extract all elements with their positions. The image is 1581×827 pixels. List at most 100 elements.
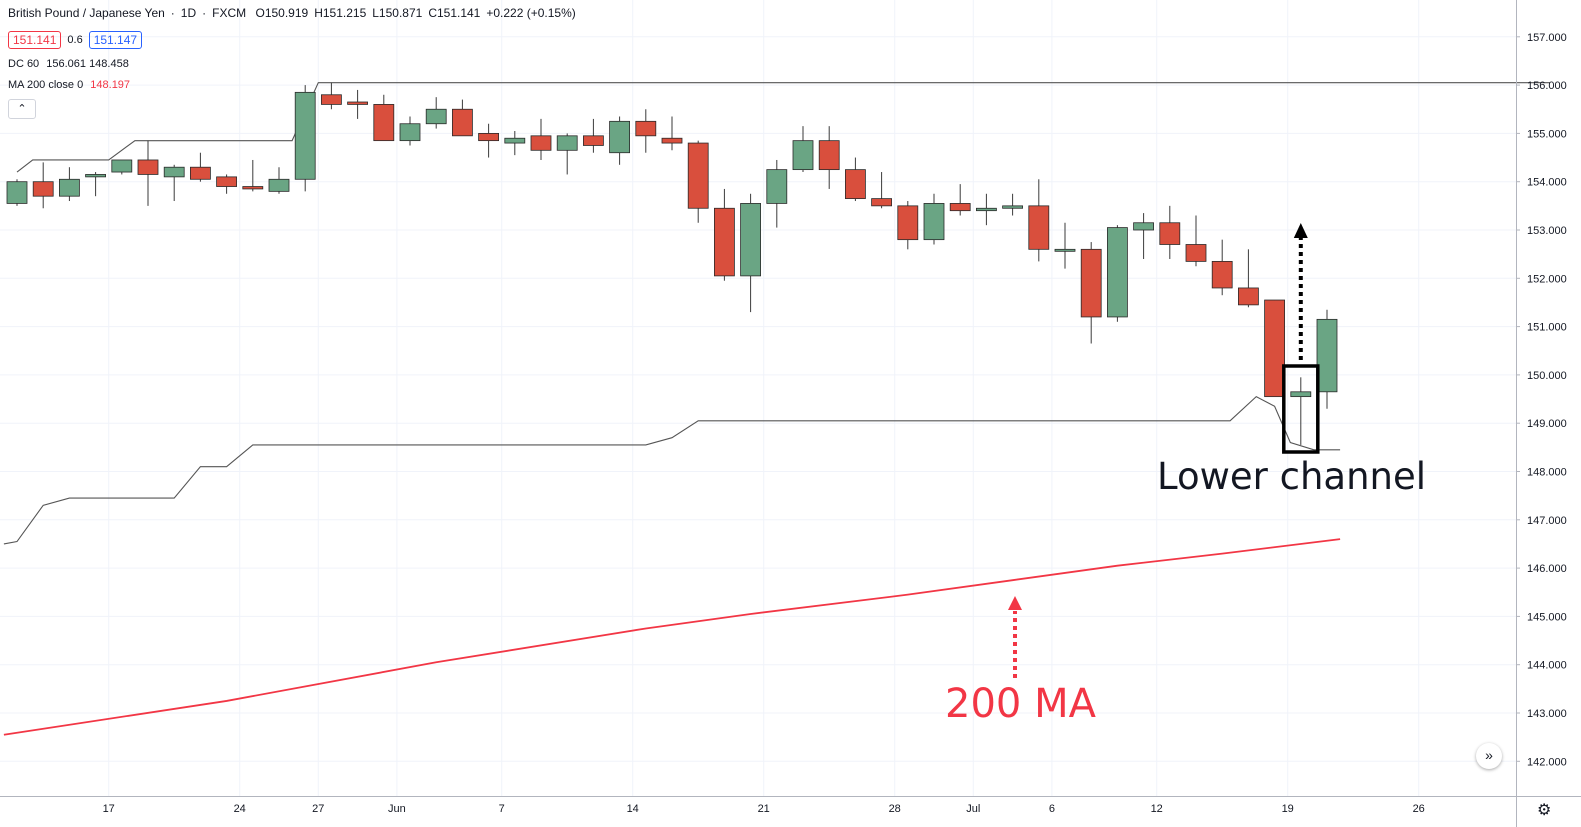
candle-body	[347, 101, 369, 105]
x-tick-label: 6	[1049, 803, 1055, 815]
candle-body	[478, 132, 500, 142]
candle-body	[530, 135, 552, 151]
y-tick-label: 154.000	[1527, 177, 1567, 189]
y-tick-label: 151.000	[1527, 322, 1567, 334]
candle	[1211, 239, 1233, 296]
candle-body	[1159, 222, 1181, 245]
x-tick-label: 28	[889, 803, 901, 815]
candle	[530, 118, 552, 160]
ohlc-change: +0.222 (+0.15%)	[486, 6, 576, 20]
candle	[451, 99, 473, 137]
buy-price-button[interactable]: 151.147	[88, 31, 143, 49]
candle-body	[189, 166, 211, 180]
bid-ask-row: 151.141 0.6 151.147	[8, 31, 143, 49]
ohlc-high: H151.215	[314, 6, 367, 20]
interval[interactable]: 1D	[180, 6, 197, 20]
candle-body	[871, 198, 892, 207]
x-tick-label: 14	[627, 803, 639, 815]
candle-body	[111, 159, 133, 173]
indicator-dc-label: DC 60	[8, 58, 40, 70]
ohlc-close: C151.141	[428, 6, 481, 20]
candle	[897, 201, 919, 250]
candle	[478, 123, 500, 158]
candle	[1080, 242, 1102, 344]
candle	[556, 133, 578, 175]
double-chevron-right-icon: »	[1485, 747, 1493, 763]
candle-body	[163, 166, 185, 178]
candle-body	[1080, 248, 1102, 318]
candle	[609, 116, 630, 165]
candle	[976, 193, 997, 226]
candle	[1185, 215, 1207, 267]
candle-body	[6, 181, 28, 204]
collapse-legend-button[interactable]: ⌃	[8, 99, 36, 119]
ohlc-low: L150.871	[372, 6, 423, 20]
candle	[1133, 213, 1154, 259]
candle-body	[923, 203, 945, 241]
y-tick-label: 152.000	[1527, 273, 1567, 285]
candle	[661, 116, 683, 151]
red-arrow-head-icon	[1008, 596, 1022, 610]
candle-body	[1316, 318, 1338, 393]
candle-body	[137, 159, 159, 175]
sell-price-button[interactable]: 151.141	[8, 31, 62, 49]
indicator-dc-legend[interactable]: DC 60 156.061 148.458	[8, 58, 129, 70]
x-tick-label: Jun	[388, 803, 406, 815]
candle-body	[1107, 227, 1128, 318]
candle-body	[766, 169, 788, 204]
y-tick-label: 143.000	[1527, 708, 1567, 720]
candle	[766, 159, 788, 228]
candle	[687, 140, 709, 223]
candle-body	[1133, 222, 1154, 231]
donchian-upper-line	[16, 82, 1550, 173]
candle	[85, 172, 106, 197]
ohlc-open: O150.919	[255, 6, 309, 20]
candle	[871, 172, 892, 209]
candle-body	[32, 181, 54, 197]
candle-body	[242, 186, 264, 190]
x-tick-label: 19	[1282, 803, 1294, 815]
candle	[583, 118, 604, 153]
symbol-name: British Pound / Japanese Yen	[8, 6, 165, 20]
donchian-lower-line	[3, 395, 1341, 545]
candles-group	[6, 82, 1338, 445]
candle-body	[687, 142, 709, 209]
candle-body	[635, 120, 657, 137]
candle-body	[85, 174, 106, 178]
spread-value: 0.6	[67, 34, 83, 46]
candle	[1054, 222, 1076, 269]
candle	[216, 174, 238, 194]
candle-body	[1290, 391, 1312, 398]
y-tick-label: 155.000	[1527, 128, 1567, 140]
candle-body	[373, 104, 395, 142]
chevron-up-icon: ⌃	[17, 103, 27, 115]
chart-settings-button[interactable]: ⚙	[1537, 800, 1551, 820]
candle-body	[399, 123, 421, 142]
candle	[818, 126, 840, 189]
candle-body	[451, 108, 473, 137]
arrow-head-up-icon	[1293, 223, 1308, 238]
candle	[949, 184, 971, 216]
candle	[6, 179, 28, 206]
candle-body	[320, 94, 342, 105]
candle-body	[425, 108, 447, 125]
candle	[1002, 193, 1023, 216]
gear-icon: ⚙	[1537, 802, 1552, 819]
candle	[189, 152, 211, 182]
candle	[32, 162, 54, 209]
candle	[399, 116, 421, 146]
y-tick-label: 156.000	[1527, 80, 1567, 92]
candle-body	[1054, 248, 1076, 252]
candle	[1028, 179, 1050, 262]
y-tick-label: 153.000	[1527, 225, 1567, 237]
candle	[294, 85, 316, 192]
candle-body	[59, 178, 80, 197]
scroll-to-realtime-button[interactable]: »	[1476, 743, 1502, 769]
candle-body	[609, 120, 630, 154]
y-tick-label: 150.000	[1527, 370, 1567, 382]
x-tick-label: 26	[1413, 803, 1425, 815]
candle-body	[268, 178, 290, 192]
indicator-ma-legend[interactable]: MA 200 close 0 148.197	[8, 79, 130, 91]
